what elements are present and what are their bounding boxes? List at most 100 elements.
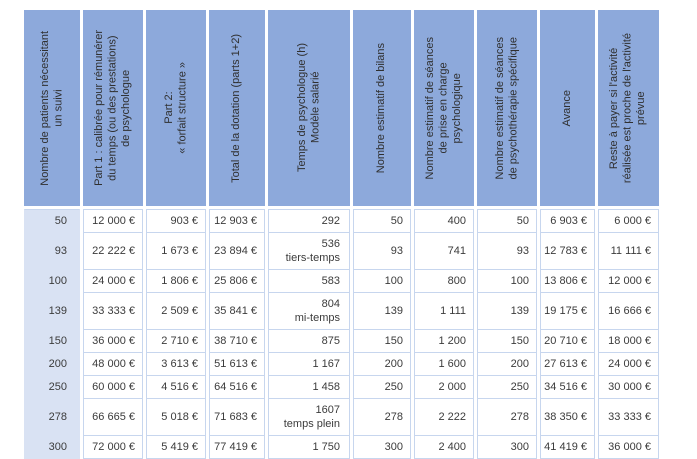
cell-total: 77 419 € bbox=[209, 436, 265, 459]
cell-seances-pec: 2 222 bbox=[414, 399, 474, 436]
cell-reste: 36 000 € bbox=[598, 436, 659, 459]
cell-total: 71 683 € bbox=[209, 399, 265, 436]
cell-seances-psy: 250 bbox=[477, 376, 537, 399]
cell-part1: 22 222 € bbox=[83, 233, 143, 270]
col-header-label: Nombre de patients nécessitant un suivi bbox=[38, 30, 65, 186]
col-header-label: Temps de psychologue (h) Modèle salarié bbox=[295, 43, 322, 173]
cell-part1: 72 000 € bbox=[83, 436, 143, 459]
cell-seances-pec: 800 bbox=[414, 270, 474, 293]
cell-part1: 60 000 € bbox=[83, 376, 143, 399]
cell-reste: 12 000 € bbox=[598, 270, 659, 293]
col-header-reste: Reste à payer si l'activité réalisée est… bbox=[598, 10, 659, 209]
cell-avance: 6 903 € bbox=[540, 209, 595, 233]
cell-seances-psy: 93 bbox=[477, 233, 537, 270]
cell-patients: 50 bbox=[24, 209, 80, 233]
cell-part2: 4 516 € bbox=[146, 376, 206, 399]
cell-part2: 903 € bbox=[146, 209, 206, 233]
cell-seances-pec: 1 200 bbox=[414, 330, 474, 353]
cell-temps: 1 167 bbox=[268, 353, 350, 376]
col-header-label: Total de la dotation (parts 1+2) bbox=[230, 33, 243, 183]
col-header-part2: Part 2: « forfait structure » bbox=[146, 10, 206, 209]
cell-temps: 1 750 bbox=[268, 436, 350, 459]
cell-temps: 1607 temps plein bbox=[268, 399, 350, 436]
cell-patients: 200 bbox=[24, 353, 80, 376]
cell-avance: 12 783 € bbox=[540, 233, 595, 270]
cell-seances-psy: 200 bbox=[477, 353, 537, 376]
col-header-label: Nombre estimatif de bilans bbox=[375, 42, 388, 174]
cell-patients: 300 bbox=[24, 436, 80, 459]
cell-part2: 1 806 € bbox=[146, 270, 206, 293]
cell-avance: 41 419 € bbox=[540, 436, 595, 459]
cell-part2: 1 673 € bbox=[146, 233, 206, 270]
cell-avance: 13 806 € bbox=[540, 270, 595, 293]
table-row: 139 33 333 €2 509 €35 841 €804 mi-temps 13… bbox=[24, 293, 659, 330]
col-header-label: Avance bbox=[560, 89, 573, 127]
table-row: 50 12 000 €903 €12 903 €292 50 400 50 6 903 €… bbox=[24, 209, 659, 233]
cell-seances-psy: 300 bbox=[477, 436, 537, 459]
header-row: Nombre de patients nécessitant un suivi … bbox=[24, 10, 659, 209]
cell-temps: 536 tiers-temps bbox=[268, 233, 350, 270]
cell-temps: 583 bbox=[268, 270, 350, 293]
cell-bilans: 250 bbox=[353, 376, 411, 399]
cell-part2: 2 710 € bbox=[146, 330, 206, 353]
col-header-label: Part 1 : calibrée pour rémunérer du temp… bbox=[92, 30, 132, 186]
col-header-label: Part 2: « forfait structure » bbox=[162, 62, 189, 154]
cell-reste: 16 666 € bbox=[598, 293, 659, 330]
col-header-label: Nombre estimatif de séances de prise en … bbox=[423, 36, 463, 180]
cell-bilans: 93 bbox=[353, 233, 411, 270]
cell-reste: 33 333 € bbox=[598, 399, 659, 436]
cell-total: 25 806 € bbox=[209, 270, 265, 293]
cell-bilans: 278 bbox=[353, 399, 411, 436]
table-row: 93 22 222 €1 673 €23 894 €536 tiers-temps… bbox=[24, 233, 659, 270]
cell-avance: 34 516 € bbox=[540, 376, 595, 399]
cell-part1: 24 000 € bbox=[83, 270, 143, 293]
cell-bilans: 139 bbox=[353, 293, 411, 330]
cell-total: 12 903 € bbox=[209, 209, 265, 233]
cell-patients: 100 bbox=[24, 270, 80, 293]
cell-bilans: 150 bbox=[353, 330, 411, 353]
cell-patients: 150 bbox=[24, 330, 80, 353]
col-header-seances-pec: Nombre estimatif de séances de prise en … bbox=[414, 10, 474, 209]
cell-avance: 27 613 € bbox=[540, 353, 595, 376]
cell-total: 64 516 € bbox=[209, 376, 265, 399]
cell-seances-pec: 2 400 bbox=[414, 436, 474, 459]
cell-patients: 250 bbox=[24, 376, 80, 399]
cell-seances-pec: 2 000 bbox=[414, 376, 474, 399]
cell-seances-psy: 150 bbox=[477, 330, 537, 353]
cell-seances-psy: 50 bbox=[477, 209, 537, 233]
table-row: 100 24 000 €1 806 €25 806 €583 100 800 100 13… bbox=[24, 270, 659, 293]
cell-reste: 18 000 € bbox=[598, 330, 659, 353]
col-header-temps: Temps de psychologue (h) Modèle salarié bbox=[268, 10, 350, 209]
cell-seances-psy: 100 bbox=[477, 270, 537, 293]
col-header-part1: Part 1 : calibrée pour rémunérer du temp… bbox=[83, 10, 143, 209]
cell-reste: 24 000 € bbox=[598, 353, 659, 376]
cell-temps: 1 458 bbox=[268, 376, 350, 399]
col-header-label: Reste à payer si l'activité réalisée est… bbox=[608, 32, 648, 184]
cell-part1: 33 333 € bbox=[83, 293, 143, 330]
cell-avance: 20 710 € bbox=[540, 330, 595, 353]
table-row: 200 48 000 €3 613 €51 613 €1 167 200 1 600 2… bbox=[24, 353, 659, 376]
cell-avance: 38 350 € bbox=[540, 399, 595, 436]
cell-temps: 804 mi-temps bbox=[268, 293, 350, 330]
col-header-patients: Nombre de patients nécessitant un suivi bbox=[24, 10, 80, 209]
col-header-avance: Avance bbox=[540, 10, 595, 209]
cell-bilans: 100 bbox=[353, 270, 411, 293]
cell-seances-pec: 741 bbox=[414, 233, 474, 270]
cell-part1: 48 000 € bbox=[83, 353, 143, 376]
cell-total: 51 613 € bbox=[209, 353, 265, 376]
table-row: 250 60 000 €4 516 €64 516 €1 458 250 2 000 2… bbox=[24, 376, 659, 399]
cell-total: 38 710 € bbox=[209, 330, 265, 353]
cell-part2: 5 018 € bbox=[146, 399, 206, 436]
cell-seances-pec: 1 111 bbox=[414, 293, 474, 330]
cell-part1: 66 665 € bbox=[83, 399, 143, 436]
col-header-bilans: Nombre estimatif de bilans bbox=[353, 10, 411, 209]
cell-part2: 3 613 € bbox=[146, 353, 206, 376]
table-row: 150 36 000 €2 710 €38 710 €875 150 1 200 150… bbox=[24, 330, 659, 353]
cell-seances-pec: 1 600 bbox=[414, 353, 474, 376]
cell-bilans: 50 bbox=[353, 209, 411, 233]
cell-part2: 5 419 € bbox=[146, 436, 206, 459]
cell-temps: 292 bbox=[268, 209, 350, 233]
cell-part1: 12 000 € bbox=[83, 209, 143, 233]
cell-bilans: 300 bbox=[353, 436, 411, 459]
